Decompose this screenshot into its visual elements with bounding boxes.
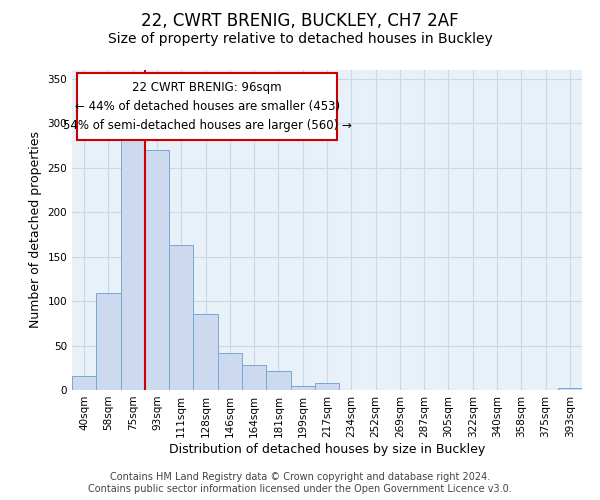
Bar xyxy=(96,293,121,390)
Bar xyxy=(121,130,145,390)
Bar xyxy=(169,245,193,390)
Y-axis label: Number of detached properties: Number of detached properties xyxy=(29,132,42,328)
Text: Contains HM Land Registry data © Crown copyright and database right 2024.
Contai: Contains HM Land Registry data © Crown c… xyxy=(88,472,512,494)
FancyBboxPatch shape xyxy=(77,73,337,140)
Text: 22 CWRT BRENIG: 96sqm
← 44% of detached houses are smaller (453)
54% of semi-det: 22 CWRT BRENIG: 96sqm ← 44% of detached … xyxy=(63,82,352,132)
Bar xyxy=(218,352,242,390)
Bar xyxy=(290,386,315,390)
Bar xyxy=(145,150,169,390)
Bar xyxy=(72,376,96,390)
Text: 22, CWRT BRENIG, BUCKLEY, CH7 2AF: 22, CWRT BRENIG, BUCKLEY, CH7 2AF xyxy=(141,12,459,30)
Bar xyxy=(193,314,218,390)
Bar xyxy=(558,388,582,390)
Bar xyxy=(242,365,266,390)
X-axis label: Distribution of detached houses by size in Buckley: Distribution of detached houses by size … xyxy=(169,442,485,456)
Bar xyxy=(266,372,290,390)
Text: Size of property relative to detached houses in Buckley: Size of property relative to detached ho… xyxy=(107,32,493,46)
Bar xyxy=(315,383,339,390)
